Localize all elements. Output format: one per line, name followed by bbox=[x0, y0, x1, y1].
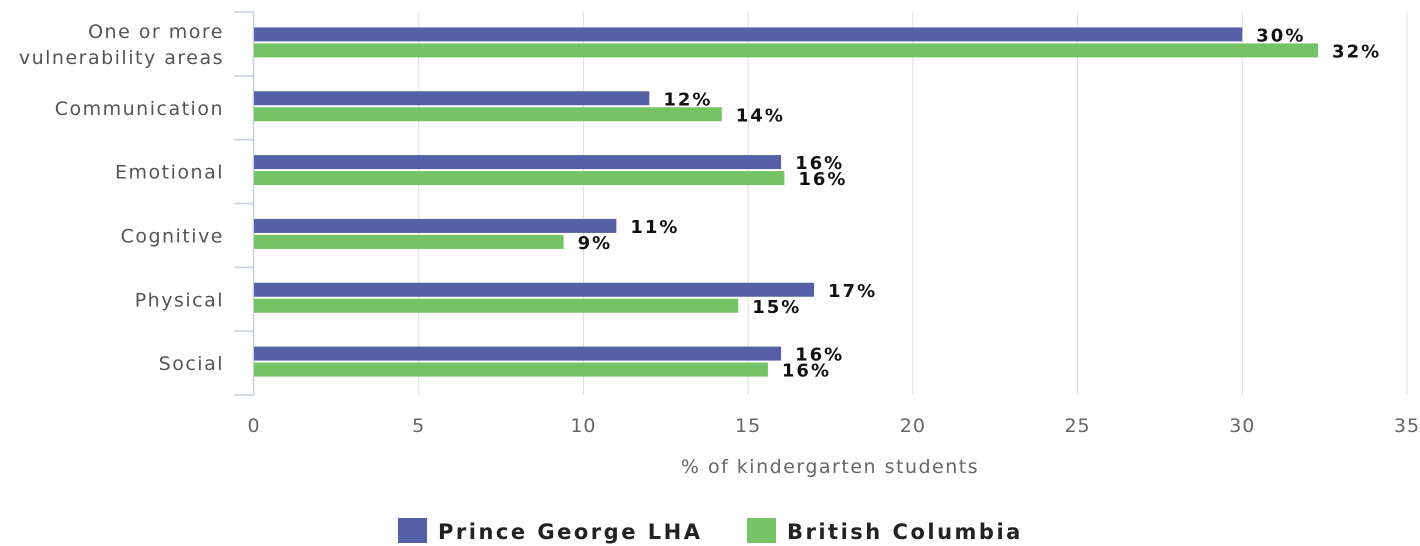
data-label: 11% bbox=[630, 217, 679, 238]
category-label: vulnerability areas bbox=[19, 47, 224, 69]
data-label: 30% bbox=[1256, 25, 1305, 46]
gridlines bbox=[418, 12, 1408, 395]
bar-british-columbia bbox=[254, 234, 564, 249]
bar-prince-george bbox=[254, 91, 650, 106]
data-label: 16% bbox=[795, 345, 844, 366]
legend-label: Prince George LHA bbox=[438, 520, 702, 544]
data-label: 16% bbox=[795, 153, 844, 174]
legend: Prince George LHA British Columbia bbox=[398, 518, 1023, 544]
category-label: One or more bbox=[88, 21, 224, 43]
data-label: 16% bbox=[782, 361, 831, 382]
bar-british-columbia bbox=[254, 43, 1319, 58]
data-label: 12% bbox=[663, 89, 712, 110]
bar-british-columbia bbox=[254, 362, 768, 377]
data-label: 9% bbox=[578, 233, 613, 254]
x-tick-label: 0 bbox=[247, 415, 260, 437]
data-label: 14% bbox=[736, 105, 785, 126]
bar-prince-george bbox=[254, 218, 617, 233]
bar-british-columbia bbox=[254, 107, 722, 122]
x-tick-label: 15 bbox=[735, 415, 761, 437]
data-label: 17% bbox=[828, 281, 877, 302]
category-label: Cognitive bbox=[121, 225, 224, 247]
bar-prince-george bbox=[254, 27, 1243, 42]
bar-prince-george bbox=[254, 155, 782, 170]
x-tick-label: 10 bbox=[570, 415, 596, 437]
category-label: Social bbox=[159, 353, 224, 375]
data-label: 32% bbox=[1332, 41, 1381, 62]
bar-prince-george bbox=[254, 346, 782, 361]
bar-british-columbia bbox=[254, 298, 739, 313]
category-label: Emotional bbox=[115, 162, 224, 184]
data-label: 15% bbox=[752, 297, 801, 318]
x-tick-labels: 0 5 10 15 20 25 30 35 bbox=[247, 415, 1420, 437]
legend-item-prince-george[interactable]: Prince George LHA bbox=[398, 518, 702, 544]
x-tick-label: 35 bbox=[1394, 415, 1420, 437]
legend-swatch bbox=[398, 518, 427, 543]
x-tick-label: 5 bbox=[412, 415, 425, 437]
x-tick-label: 25 bbox=[1064, 415, 1090, 437]
category-label: Physical bbox=[135, 289, 224, 311]
data-labels: 30% 12% 16% 11% 17% 16% 32% 14% 16% 9% 15% 16% bbox=[578, 25, 1381, 382]
bar-prince-george bbox=[254, 282, 815, 297]
bar-british-columbia bbox=[254, 171, 785, 186]
data-label: 16% bbox=[798, 169, 847, 190]
bars bbox=[254, 27, 1319, 377]
x-tick-label: 20 bbox=[900, 415, 926, 437]
x-axis-title: % of kindergarten students bbox=[681, 456, 979, 478]
category-label: Communication bbox=[55, 98, 224, 120]
category-labels: One or more vulnerability areas Communicat… bbox=[19, 21, 224, 375]
x-tick-label: 30 bbox=[1229, 415, 1255, 437]
legend-label: British Columbia bbox=[787, 520, 1023, 544]
legend-item-british-columbia[interactable]: British Columbia bbox=[747, 518, 1023, 544]
legend-swatch bbox=[747, 518, 776, 543]
category-axis bbox=[234, 11, 255, 396]
